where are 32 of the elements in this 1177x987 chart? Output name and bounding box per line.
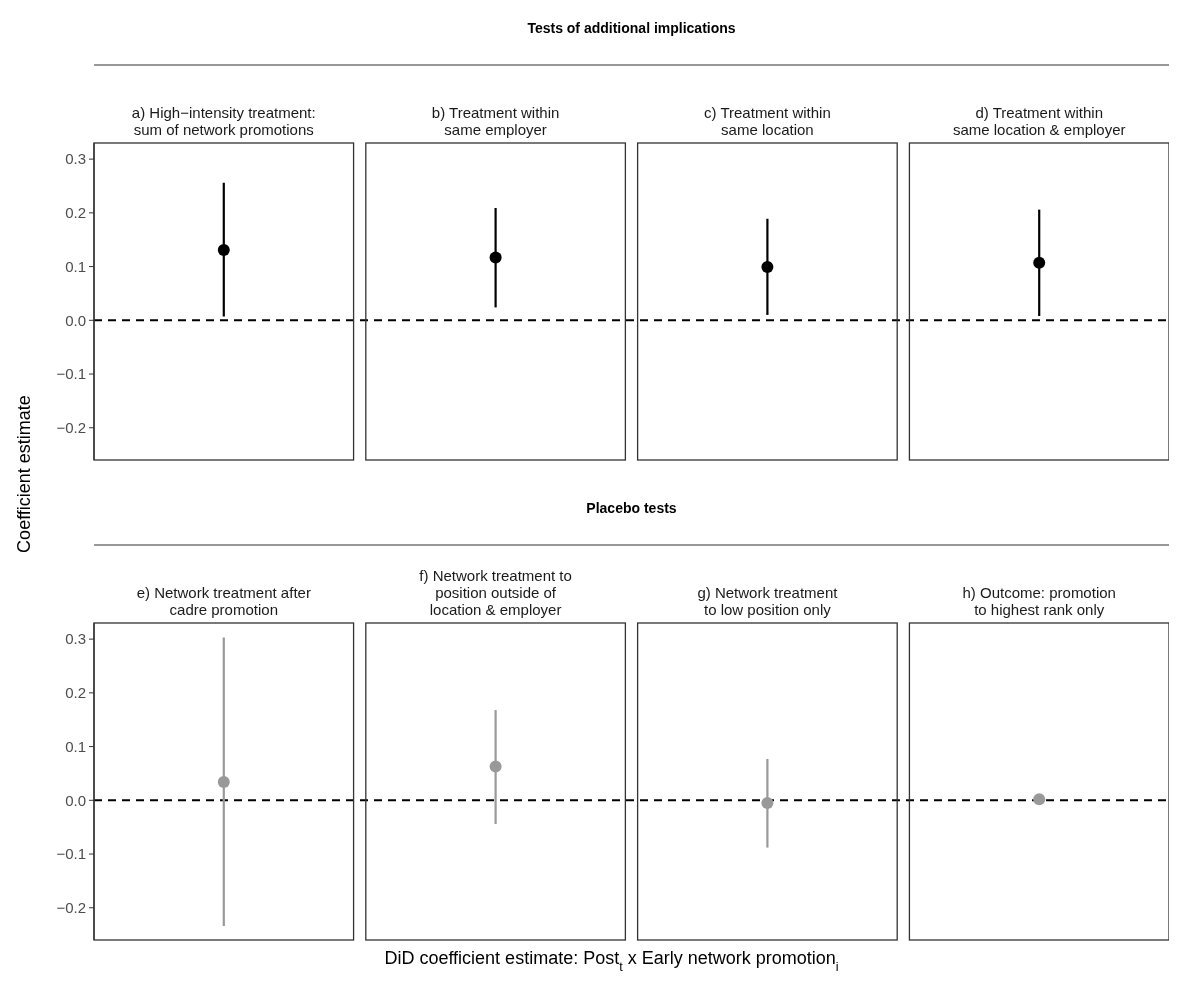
point <box>761 261 774 274</box>
x-tick-label: a) High−intensity treatment: sum of network promotions <box>131 104 316 138</box>
chart-title: Placebo tests <box>586 500 677 516</box>
chart-title: Tests of additional implications <box>527 20 736 36</box>
y-tick-label: 0.3 <box>65 630 86 648</box>
y-tick-label: 0.2 <box>65 684 86 702</box>
y-tick-label: 0.1 <box>65 257 86 275</box>
point <box>489 760 502 773</box>
y-tick-label: 0.1 <box>65 737 86 755</box>
y-tick-label: 0.2 <box>65 204 86 222</box>
x-tick-label: h) Outcome: promotion to highest rank only <box>962 584 1116 618</box>
x-tick-label: f) Network treatment to position outside of location & employer <box>419 567 572 618</box>
y-tick-label: 0.3 <box>65 150 86 168</box>
y-tick-label: 0.0 <box>65 311 86 329</box>
point <box>1033 793 1046 806</box>
point <box>217 776 230 789</box>
x-tick-label: g) Network treatment to low position only <box>697 584 839 618</box>
x-tick-label: e) Network treatment after cadre promotion <box>136 584 311 618</box>
point <box>1033 256 1046 269</box>
y-tick-label: −0.2 <box>56 419 86 437</box>
x-tick-label: d) Treatment within same location & employer <box>952 104 1126 138</box>
x-tick-label: c) Treatment within same location <box>704 104 831 138</box>
x-tick-label: b) Treatment within same employer <box>431 104 560 138</box>
x-axis-title: DiD coefficient estimate: Post$_{t}$ x Early network promotion$_{i}$ <box>384 948 839 974</box>
point <box>761 796 774 809</box>
y-tick-label: −0.1 <box>56 365 86 383</box>
y-axis-title: Coefficient estimate <box>14 395 34 553</box>
y-tick-label: 0.0 <box>65 791 86 809</box>
y-tick-label: −0.2 <box>56 899 86 917</box>
point <box>217 243 230 256</box>
y-tick-label: −0.1 <box>56 845 86 863</box>
point <box>489 251 502 264</box>
